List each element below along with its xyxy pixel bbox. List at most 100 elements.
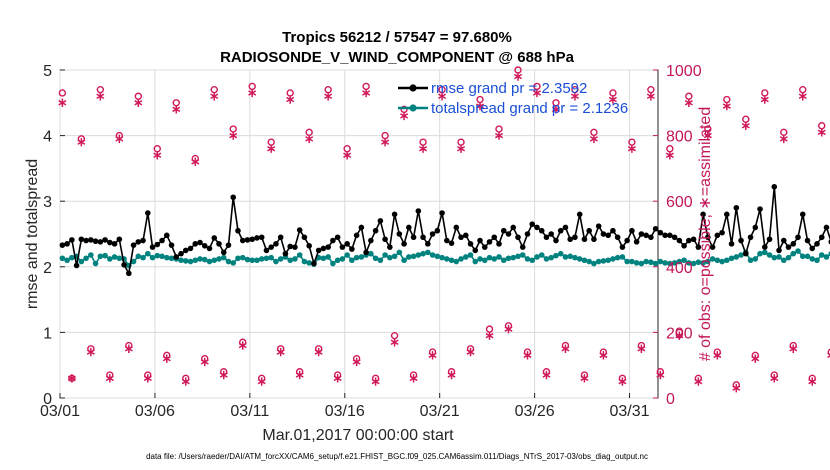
spread-marker: [339, 256, 346, 262]
rmse-marker: [420, 234, 426, 241]
rmse-marker: [220, 249, 227, 256]
rmse-marker: [690, 236, 697, 243]
obs-assimilated-marker: [523, 351, 532, 360]
spread-marker: [747, 257, 754, 264]
rmse-marker: [444, 237, 450, 244]
rmse-marker: [173, 254, 180, 260]
rmse-marker: [410, 234, 417, 241]
rmse-marker: [804, 237, 811, 244]
spread-marker: [724, 257, 730, 264]
rmse-marker: [282, 250, 289, 257]
obs-possible-marker: [685, 92, 693, 100]
spread-marker: [591, 260, 597, 267]
y-right-tick-label-2: 400: [666, 260, 693, 277]
rmse-marker: [154, 241, 161, 248]
spread-marker: [102, 252, 108, 259]
rmse-marker: [515, 234, 521, 241]
rmse-marker: [667, 232, 673, 239]
obs-possible-marker: [818, 122, 826, 130]
spread-marker: [705, 258, 711, 265]
obs-possible-marker: [666, 145, 674, 153]
rmse-marker: [553, 237, 559, 244]
obs-assimilated-marker: [589, 134, 598, 144]
obs-assimilated-marker: [58, 98, 67, 107]
spread-marker: [671, 260, 678, 266]
rmse-marker: [168, 242, 175, 248]
obs-possible-marker: [799, 85, 807, 94]
obs-assimilated-marker: [86, 347, 95, 357]
obs-assimilated-marker: [466, 347, 475, 357]
spread-marker: [804, 253, 811, 260]
rmse-marker: [349, 246, 355, 252]
spread-marker: [686, 260, 692, 266]
spread-marker: [439, 254, 445, 261]
obs-assimilated-marker: [694, 377, 703, 386]
obs-assimilated-marker: [627, 144, 636, 153]
rmse-marker: [372, 227, 379, 234]
spread-marker: [358, 254, 365, 260]
spread-marker: [220, 254, 227, 261]
spread-marker: [695, 259, 702, 266]
spread-marker: [700, 260, 706, 266]
rmse-marker: [605, 232, 611, 239]
rmse-marker: [809, 245, 816, 252]
spread-marker: [481, 257, 488, 264]
obs-assimilated-marker: [267, 144, 276, 153]
obs-assimilated-marker: [381, 137, 390, 147]
rmse-marker: [477, 237, 483, 244]
obs-assimilated-marker: [210, 92, 219, 101]
rmse-marker: [244, 237, 251, 243]
spread-marker: [519, 252, 526, 258]
rmse-marker: [334, 234, 341, 241]
spread-marker: [83, 255, 89, 262]
rmse-marker: [268, 244, 274, 250]
rmse-marker: [296, 227, 303, 233]
obs-assimilated-marker: [343, 151, 352, 160]
spread-marker: [486, 254, 493, 261]
y-left-tick-label-1: 1: [43, 325, 52, 342]
spread-marker: [211, 257, 218, 264]
spread-marker: [344, 252, 350, 258]
rmse-marker: [629, 227, 635, 234]
spread-marker: [111, 254, 118, 260]
spread-marker: [258, 256, 265, 262]
rmse-marker: [311, 260, 317, 267]
rmse-marker: [145, 210, 151, 216]
rmse-marker: [216, 241, 222, 247]
rmse-marker: [448, 240, 455, 246]
spread-marker: [567, 253, 573, 260]
rmse-marker: [624, 237, 630, 244]
spread-marker: [643, 258, 649, 265]
rmse-marker: [83, 237, 89, 244]
spread-marker: [467, 252, 474, 258]
rmse-marker: [538, 227, 545, 234]
obs-assimilated-marker: [153, 151, 162, 160]
spread-marker: [448, 257, 455, 264]
rmse-marker: [534, 224, 540, 231]
obs-assimilated-marker: [722, 101, 731, 111]
spread-marker: [619, 254, 626, 260]
obs-assimilated-marker: [219, 370, 228, 380]
spread-marker: [406, 254, 412, 260]
spread-marker: [59, 255, 66, 262]
rmse-marker: [429, 231, 436, 237]
spread-marker: [277, 256, 284, 262]
rmse-marker: [391, 211, 398, 218]
spread-marker: [458, 256, 464, 262]
rmse-marker: [415, 208, 422, 214]
grid-lines: [59, 69, 658, 399]
rmse-marker: [638, 231, 645, 237]
rmse-marker: [648, 234, 654, 241]
obs-assimilated-marker: [324, 92, 333, 101]
rmse-marker: [358, 224, 365, 231]
rmse-marker: [790, 241, 797, 247]
obs-count-series: [58, 66, 830, 393]
spread-marker: [434, 253, 441, 260]
rmse-marker: [671, 234, 678, 241]
obs-assimilated-marker: [599, 351, 608, 360]
spread-marker: [254, 257, 260, 264]
rmse-marker: [610, 227, 616, 234]
spread-marker: [600, 258, 607, 264]
spread-marker: [201, 256, 208, 263]
rmse-marker: [757, 206, 763, 212]
